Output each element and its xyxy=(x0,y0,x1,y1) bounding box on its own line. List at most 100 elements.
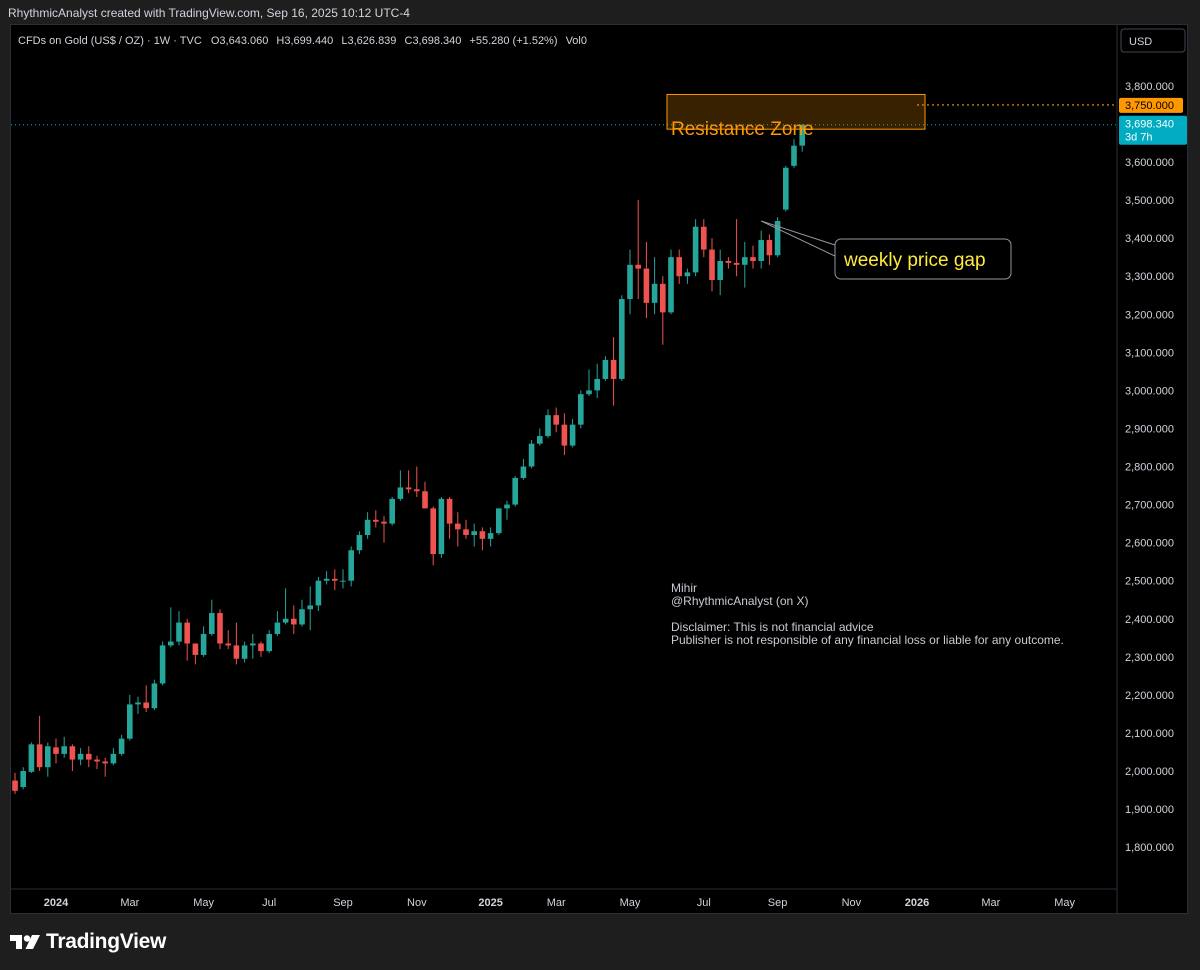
candle xyxy=(217,609,223,650)
legend-line: CFDs on Gold (US$ / OZ) · 1W · TVC O3,64… xyxy=(18,35,587,47)
candle xyxy=(53,738,59,764)
price-axis[interactable]: 3,800.0003,700.0003,600.0003,500.0003,40… xyxy=(1125,81,1174,854)
candle xyxy=(774,217,781,258)
candle xyxy=(12,772,18,794)
last-price-tag-box xyxy=(1119,115,1187,145)
candle-body xyxy=(643,268,650,303)
candle-body xyxy=(315,580,322,606)
resistance-zone-box[interactable] xyxy=(666,93,926,130)
legend-high-label: H xyxy=(276,35,284,47)
candle xyxy=(61,736,67,758)
price-tick-label: 3,600.000 xyxy=(1125,157,1174,169)
time-tick-label: Jul xyxy=(262,897,276,909)
currency-box[interactable] xyxy=(1120,28,1186,53)
candle-body xyxy=(430,508,436,555)
candle xyxy=(692,219,699,277)
candle xyxy=(118,734,125,756)
candle-body xyxy=(774,221,781,256)
candle xyxy=(86,746,92,768)
resistance-price-tag-box xyxy=(1119,97,1183,113)
candle-body xyxy=(455,523,461,530)
candle xyxy=(77,748,84,766)
last-price-countdown: 3d 7h xyxy=(1125,132,1153,144)
time-tick-label: Jul xyxy=(697,897,711,909)
candle xyxy=(594,363,600,399)
price-tick-label: 2,300.000 xyxy=(1125,652,1174,664)
candle xyxy=(323,571,330,585)
candle-body xyxy=(381,521,387,524)
candle xyxy=(709,238,715,292)
price-tick-label: 2,800.000 xyxy=(1125,462,1174,474)
candle xyxy=(233,622,240,665)
chart-svg[interactable]: CFDs on Gold (US$ / OZ) · 1W · TVC O3,64… xyxy=(11,25,1187,913)
candle-body xyxy=(348,550,354,581)
candle xyxy=(414,466,420,497)
candle xyxy=(463,519,469,539)
candle xyxy=(127,694,133,741)
candle xyxy=(45,742,51,777)
gap-callout-label: weekly price gap xyxy=(843,250,986,271)
chart-frame[interactable]: CFDs on Gold (US$ / OZ) · 1W · TVC O3,64… xyxy=(10,24,1188,914)
candle xyxy=(135,696,141,714)
candle-body xyxy=(69,746,76,760)
candle xyxy=(389,496,395,526)
gap-callout-box[interactable] xyxy=(834,238,1012,280)
legend-open-value: 3,643.060 xyxy=(219,35,268,47)
price-tick-label: 3,300.000 xyxy=(1125,271,1174,283)
candle-body xyxy=(45,746,51,768)
time-tick-label: Sep xyxy=(333,897,353,909)
candle-body xyxy=(660,283,666,313)
price-tick-label: 2,900.000 xyxy=(1125,423,1174,435)
candle-body xyxy=(86,753,92,760)
chart-caption: RhythmicAnalyst created with TradingView… xyxy=(8,6,410,20)
candle xyxy=(397,470,404,501)
candle-body xyxy=(717,260,723,281)
candle xyxy=(102,757,108,777)
candle xyxy=(168,607,174,648)
candle xyxy=(742,241,748,288)
time-tick-label: 2024 xyxy=(44,897,69,909)
gap-callout-pointer-2 xyxy=(760,220,838,258)
candle-body xyxy=(709,249,715,281)
candle xyxy=(643,241,650,319)
candle-body xyxy=(102,761,108,764)
candle xyxy=(717,249,723,296)
candle xyxy=(225,630,231,650)
candle xyxy=(733,219,740,277)
legend-close-value: 3,698.340 xyxy=(412,35,461,47)
candle xyxy=(758,230,764,269)
candle-body xyxy=(496,508,502,534)
candle xyxy=(520,458,527,480)
tradingview-logo-icon xyxy=(10,935,40,949)
candle-body xyxy=(684,272,691,277)
candle xyxy=(192,643,199,665)
time-axis[interactable]: 2024 Mar May Jul Sep Nov 2025 Mar May Jul Sep Nov 20… xyxy=(44,897,1076,909)
candle-body xyxy=(569,424,576,446)
candle-body xyxy=(463,529,469,536)
candle xyxy=(528,439,535,469)
tradingview-logo[interactable]: TradingView xyxy=(10,930,166,954)
currency-label: USD xyxy=(1129,36,1152,48)
candle xyxy=(561,413,568,456)
candle xyxy=(610,337,617,406)
candle-body xyxy=(651,283,658,303)
resistance-zone[interactable]: Resistance Zone xyxy=(666,93,926,140)
candle xyxy=(635,200,641,300)
candle-body xyxy=(389,498,395,524)
candle xyxy=(586,369,592,397)
author-name: Mihir xyxy=(671,581,697,595)
candle-body xyxy=(94,759,100,762)
candle xyxy=(250,633,256,659)
candle-body xyxy=(405,487,412,490)
time-tick-label: 2026 xyxy=(905,897,929,909)
candle xyxy=(241,641,248,663)
candle xyxy=(791,139,797,168)
resistance-price-tag: 3,750.000 xyxy=(1119,97,1183,113)
candle-body xyxy=(266,633,272,652)
price-tick-label: 1,800.000 xyxy=(1125,842,1174,854)
last-price-tag: 3,698.340 3d 7h xyxy=(1119,115,1187,145)
gap-callout[interactable]: weekly price gap xyxy=(760,220,1012,280)
candle xyxy=(159,641,166,686)
candle-body xyxy=(332,578,338,581)
candle-body xyxy=(479,531,486,539)
